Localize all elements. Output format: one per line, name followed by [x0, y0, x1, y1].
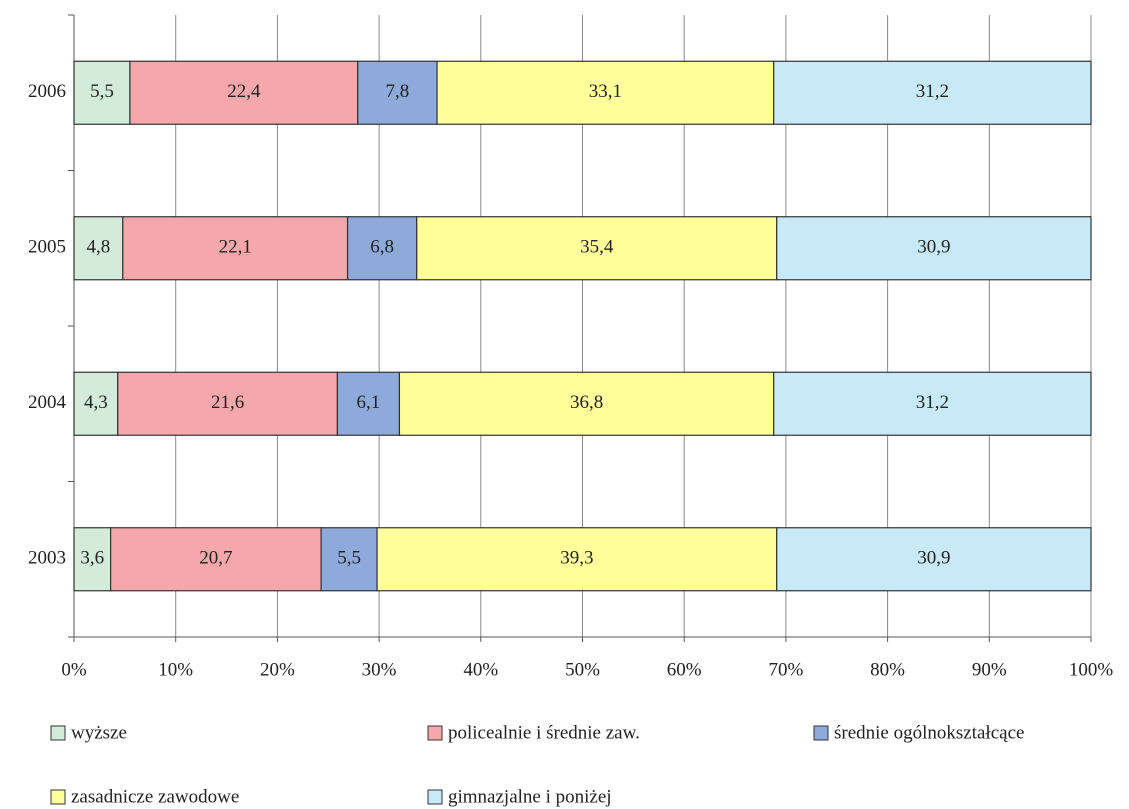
legend-label: zasadnicze zawodowe	[71, 786, 239, 807]
x-tick-label: 40%	[463, 659, 498, 680]
x-tick-label: 60%	[667, 659, 702, 680]
y-tick-label: 2005	[28, 237, 66, 258]
data-label: 22,4	[227, 81, 261, 102]
x-tick-label: 20%	[260, 659, 295, 680]
bar-segment	[773, 60, 1092, 125]
legend-swatch	[50, 725, 66, 741]
bar-segment	[336, 371, 401, 436]
legend-label: wyższe	[71, 722, 127, 743]
bar-segment	[122, 216, 349, 281]
bar-segment	[776, 527, 1092, 592]
data-label: 20,7	[199, 548, 232, 569]
y-tick-label: 2003	[28, 548, 66, 569]
legend-swatch	[427, 725, 443, 741]
bar-segment	[73, 527, 112, 592]
data-label: 30,9	[917, 237, 950, 258]
legend-swatch	[813, 725, 829, 741]
x-tick-label: 30%	[362, 659, 397, 680]
legend-label: gimnazjalne i poniżej	[448, 786, 612, 807]
x-tick-label: 70%	[768, 659, 803, 680]
bar-segment	[73, 216, 124, 281]
bar-segment	[129, 60, 359, 125]
bar-segment	[346, 216, 418, 281]
x-tick-label: 10%	[158, 659, 193, 680]
data-label: 4,3	[84, 392, 108, 413]
data-label: 30,9	[917, 548, 950, 569]
data-label: 5,5	[90, 81, 114, 102]
y-tick-label: 2006	[28, 81, 66, 102]
data-label: 21,6	[211, 392, 244, 413]
data-label: 35,4	[580, 237, 614, 258]
bar-segment	[416, 216, 778, 281]
bar-segment	[776, 216, 1092, 281]
data-label: 6,8	[370, 237, 394, 258]
bar-segment	[357, 60, 438, 125]
x-tick-label: 0%	[61, 659, 87, 680]
x-tick-label: 50%	[565, 659, 600, 680]
bar-segment	[73, 371, 119, 436]
data-label: 3,6	[80, 548, 104, 569]
x-tick-label: 80%	[870, 659, 905, 680]
x-tick-label: 90%	[972, 659, 1007, 680]
data-label: 36,8	[570, 392, 603, 413]
bar-segment	[436, 60, 775, 125]
data-label: 5,5	[337, 548, 361, 569]
bar-segment	[320, 527, 378, 592]
bar-segment	[110, 527, 322, 592]
data-label: 39,3	[560, 548, 593, 569]
legend-label: policealnie i średnie zaw.	[448, 722, 640, 743]
data-label: 31,2	[916, 392, 949, 413]
bar-segment	[398, 371, 775, 436]
bar-segment	[376, 527, 778, 592]
data-label: 6,1	[357, 392, 381, 413]
x-tick-label: 100%	[1069, 659, 1114, 680]
legend-label: średnie ogólnokształcące	[834, 722, 1024, 743]
legend-swatch	[50, 789, 66, 805]
y-tick-label: 2004	[28, 392, 67, 413]
bar-segment	[773, 371, 1092, 436]
data-label: 22,1	[219, 237, 252, 258]
data-label: 4,8	[87, 237, 111, 258]
bar-segment	[117, 371, 339, 436]
data-label: 33,1	[589, 81, 622, 102]
data-label: 31,2	[916, 81, 949, 102]
data-label: 7,8	[386, 81, 410, 102]
legend-swatch	[427, 789, 443, 805]
